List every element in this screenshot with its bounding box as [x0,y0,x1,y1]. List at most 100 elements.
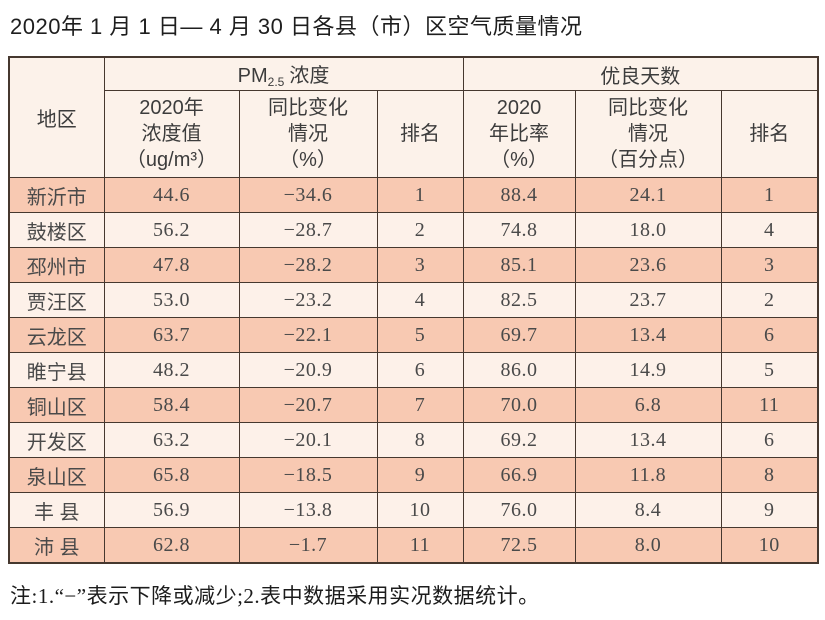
region-cell: 鼓楼区 [8,212,105,248]
col-header-good-rate: 2020 年比率 （%） [462,90,576,178]
air-quality-table: 地区 PM2.5 浓度 优良天数 2020年 浓度值 （ug/m³） 同比变化 情… [8,56,820,564]
good_change-cell: 14.9 [574,352,722,388]
pm_value-cell: 53.0 [103,282,240,318]
good_rank-cell: 6 [720,422,819,458]
pm_change-cell: −28.7 [238,212,378,248]
table-row: 新沂市 44.6 −34.6 1 88.4 24.1 1 [8,177,819,213]
good_change-cell: 8.0 [574,527,722,564]
pm_rank-cell: 2 [376,212,464,248]
good_rate-cell: 85.1 [462,247,576,283]
pm_rank-cell: 4 [376,282,464,318]
pm_value-cell: 56.2 [103,212,240,248]
region-cell: 沛 县 [8,527,105,564]
region-cell: 铜山区 [8,387,105,423]
table-header: 地区 PM2.5 浓度 优良天数 2020年 浓度值 （ug/m³） 同比变化 情… [8,56,819,178]
good_change-cell: 6.8 [574,387,722,423]
good_rank-cell: 11 [720,387,819,423]
pm_value-cell: 63.2 [103,422,240,458]
good_rank-cell: 1 [720,177,819,213]
col-header-good-rank: 排名 [720,90,819,178]
good_change-cell: 13.4 [574,317,722,353]
pm_change-cell: −20.7 [238,387,378,423]
pm_change-cell: −22.1 [238,317,378,353]
pm_change-cell: −20.1 [238,422,378,458]
pm_value-cell: 58.4 [103,387,240,423]
col-header-region: 地区 [8,56,105,178]
good_rate-cell: 74.8 [462,212,576,248]
good_rate-cell: 72.5 [462,527,576,564]
good_change-cell: 23.7 [574,282,722,318]
good_change-cell: 11.8 [574,457,722,493]
pm_change-cell: −23.2 [238,282,378,318]
table-row: 鼓楼区 56.2 −28.7 2 74.8 18.0 4 [8,212,819,248]
region-cell: 泉山区 [8,457,105,493]
pm_rank-cell: 8 [376,422,464,458]
pm_rank-cell: 5 [376,317,464,353]
good_change-cell: 18.0 [574,212,722,248]
good_rate-cell: 69.2 [462,422,576,458]
good_rank-cell: 4 [720,212,819,248]
header-group-row: 地区 PM2.5 浓度 优良天数 [8,56,819,178]
pm25-subscript: 2.5 [267,75,285,89]
table-row: 开发区 63.2 −20.1 8 69.2 13.4 6 [8,422,819,458]
pm_rank-cell: 10 [376,492,464,528]
footnote: 注:1.“−”表示下降或减少;2.表中数据采用实况数据统计。 [10,584,540,608]
pm_rank-cell: 9 [376,457,464,493]
table-row: 睢宁县 48.2 −20.9 6 86.0 14.9 5 [8,352,819,388]
pm_value-cell: 47.8 [103,247,240,283]
good_rate-cell: 66.9 [462,457,576,493]
pm_value-cell: 62.8 [103,527,240,564]
col-header-pm-value: 2020年 浓度值 （ug/m³） [103,90,240,178]
col-header-pm-rank: 排名 [376,90,464,178]
region-cell: 开发区 [8,422,105,458]
table-row: 沛 县 62.8 −1.7 11 72.5 8.0 10 [8,527,819,564]
pm_change-cell: −20.9 [238,352,378,388]
pm_value-cell: 44.6 [103,177,240,213]
pm_value-cell: 65.8 [103,457,240,493]
good_rate-cell: 69.7 [462,317,576,353]
good_change-cell: 8.4 [574,492,722,528]
region-cell: 丰 县 [8,492,105,528]
header-sub-row: 2020年 浓度值 （ug/m³） 同比变化 情况 （%） 排名 2020 年比… [9,90,819,178]
pm_change-cell: −18.5 [238,457,378,493]
good_rate-cell: 86.0 [462,352,576,388]
table-body: 新沂市 44.6 −34.6 1 88.4 24.1 1 鼓楼区 56.2 −28.7 2 74.8 1… [8,177,819,564]
good_rate-cell: 76.0 [462,492,576,528]
table-row: 云龙区 63.7 −22.1 5 69.7 13.4 6 [8,317,819,353]
good_rank-cell: 9 [720,492,819,528]
good_rate-cell: 70.0 [462,387,576,423]
pm_change-cell: −1.7 [238,527,378,564]
good_rank-cell: 5 [720,352,819,388]
page-title: 2020年 1 月 1 日— 4 月 30 日各县（市）区空气质量情况 [10,14,583,39]
table-row: 邳州市 47.8 −28.2 3 85.1 23.6 3 [8,247,819,283]
col-header-pm-change: 同比变化 情况 （%） [238,90,378,178]
good_rate-cell: 82.5 [462,282,576,318]
pm_value-cell: 48.2 [103,352,240,388]
pm_rank-cell: 3 [376,247,464,283]
table-row: 贾汪区 53.0 −23.2 4 82.5 23.7 2 [8,282,819,318]
good_rate-cell: 88.4 [462,177,576,213]
pm_rank-cell: 6 [376,352,464,388]
table-row: 铜山区 58.4 −20.7 7 70.0 6.8 11 [8,387,819,423]
region-cell: 邳州市 [8,247,105,283]
pm_change-cell: −13.8 [238,492,378,528]
col-group-pm25: PM2.5 浓度 [103,56,464,91]
pm_change-cell: −28.2 [238,247,378,283]
good_rank-cell: 3 [720,247,819,283]
region-cell: 睢宁县 [8,352,105,388]
good_change-cell: 24.1 [574,177,722,213]
table-row: 泉山区 65.8 −18.5 9 66.9 11.8 8 [8,457,819,493]
region-cell: 新沂市 [8,177,105,213]
region-cell: 贾汪区 [8,282,105,318]
col-header-good-change: 同比变化 情况 （百分点） [574,90,722,178]
pm_rank-cell: 11 [376,527,464,564]
good_rank-cell: 2 [720,282,819,318]
region-cell: 云龙区 [8,317,105,353]
good_change-cell: 23.6 [574,247,722,283]
pm_rank-cell: 1 [376,177,464,213]
pm_change-cell: −34.6 [238,177,378,213]
good_rank-cell: 6 [720,317,819,353]
good_change-cell: 13.4 [574,422,722,458]
good_rank-cell: 8 [720,457,819,493]
